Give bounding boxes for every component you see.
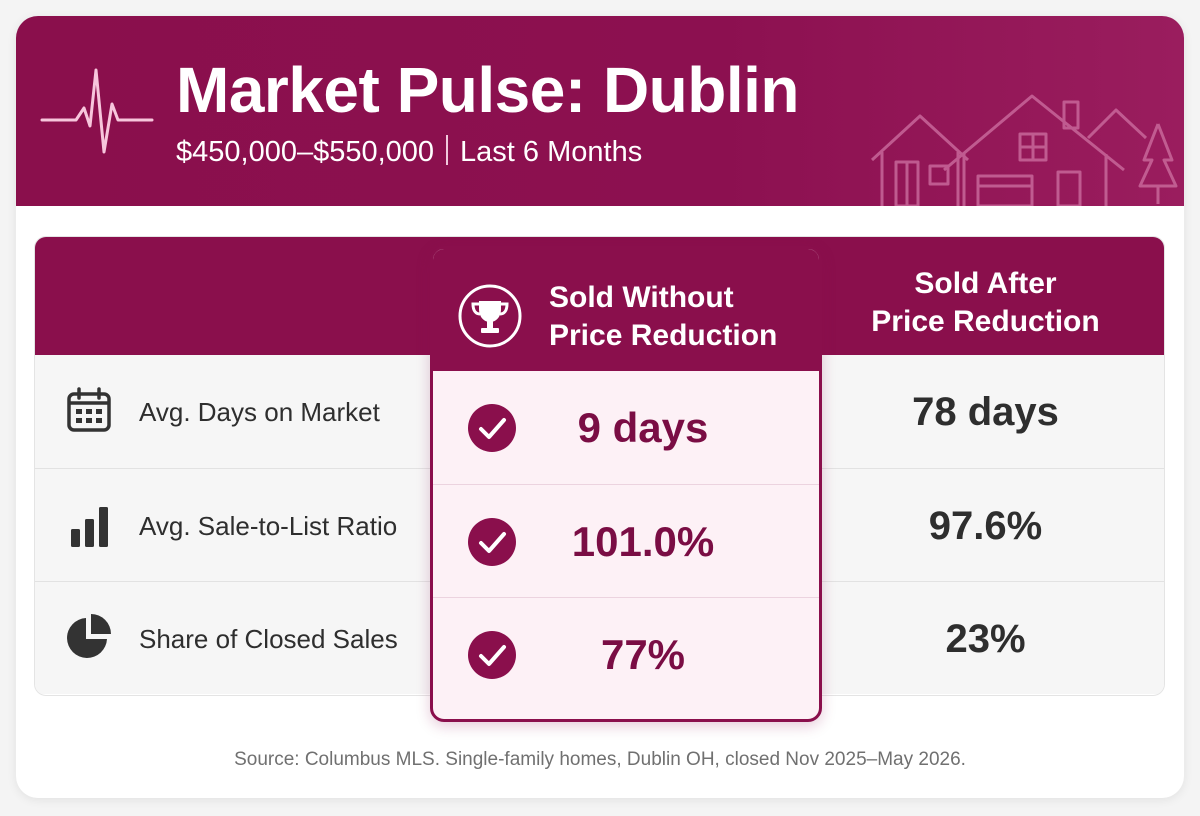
highlighted-column-sold-without: Sold Without Price Reduction 9 days 101.… — [430, 246, 822, 722]
column-header-sold-without: Sold Without Price Reduction — [433, 249, 819, 371]
header-banner: Market Pulse: Dublin $450,000–$550,000 La… — [16, 16, 1184, 206]
subtitle-divider — [446, 135, 449, 166]
check-circle-icon — [468, 518, 516, 566]
check-circle-icon — [468, 631, 516, 679]
calendar-icon — [67, 387, 111, 432]
column-header-text: Sold Without Price Reduction — [549, 279, 777, 355]
column-header-line: Price Reduction — [549, 319, 778, 352]
heartbeat-pulse-icon — [40, 68, 154, 154]
column-header-line: Sold After — [914, 267, 1057, 300]
highlight-row: 101.0% — [433, 484, 819, 597]
time-period: Last 6 Months — [460, 136, 643, 168]
value-after-sale-to-list-ratio: 97.6% — [928, 504, 1043, 548]
value-without-sale-to-list-ratio: 101.0% — [571, 518, 715, 565]
source-note: Source: Columbus MLS. Single-family home… — [234, 749, 966, 770]
highlight-row: 9 days — [433, 371, 819, 484]
value-after-share-of-closed-sales: 23% — [945, 617, 1026, 661]
metric-label-days-on-market: Avg. Days on Market — [139, 397, 380, 427]
trophy-icon — [458, 284, 522, 348]
metric-label-sale-to-list-ratio: Avg. Sale-to-List Ratio — [139, 511, 398, 541]
bar-chart-icon — [71, 507, 108, 547]
check-circle-icon — [468, 404, 516, 452]
column-header-sold-after: Sold After Price Reduction — [805, 265, 1164, 341]
pie-chart-icon — [67, 614, 111, 658]
value-after-days-on-market: 78 days — [912, 390, 1059, 434]
value-without-share-of-closed-sales: 77% — [600, 631, 686, 678]
price-range: $450,000–$550,000 — [176, 136, 435, 168]
metric-label-share-of-closed-sales: Share of Closed Sales — [139, 624, 398, 654]
column-header-line: Sold Without — [549, 281, 734, 314]
highlight-row: 77% — [433, 597, 819, 710]
column-header-line: Price Reduction — [871, 305, 1100, 338]
page-subtitle: $450,000–$550,000 Last 6 Months — [176, 135, 643, 168]
value-without-days-on-market: 9 days — [577, 404, 709, 451]
page-title: Market Pulse: Dublin — [176, 54, 800, 126]
houses-illustration-icon — [870, 94, 1178, 206]
market-pulse-card: Market Pulse: Dublin $450,000–$550,000 La… — [16, 16, 1184, 798]
